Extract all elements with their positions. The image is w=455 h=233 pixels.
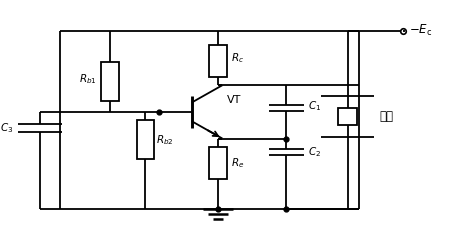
Text: $R_{b2}$: $R_{b2}$ xyxy=(156,133,174,147)
Text: 晶体: 晶体 xyxy=(378,110,392,123)
Text: VT: VT xyxy=(226,95,241,105)
Text: $-E_{\rm c}$: $-E_{\rm c}$ xyxy=(408,23,431,38)
Text: $R_c$: $R_c$ xyxy=(231,52,244,65)
Bar xyxy=(209,147,226,179)
Bar xyxy=(101,62,119,101)
Text: $C_1$: $C_1$ xyxy=(308,99,321,113)
Text: $R_e$: $R_e$ xyxy=(231,156,244,170)
Text: $C_2$: $C_2$ xyxy=(308,145,320,159)
Text: $R_{b1}$: $R_{b1}$ xyxy=(79,72,97,86)
Bar xyxy=(209,45,226,77)
Text: $C_3$: $C_3$ xyxy=(0,121,14,135)
Bar xyxy=(337,108,357,125)
Bar xyxy=(136,120,154,159)
